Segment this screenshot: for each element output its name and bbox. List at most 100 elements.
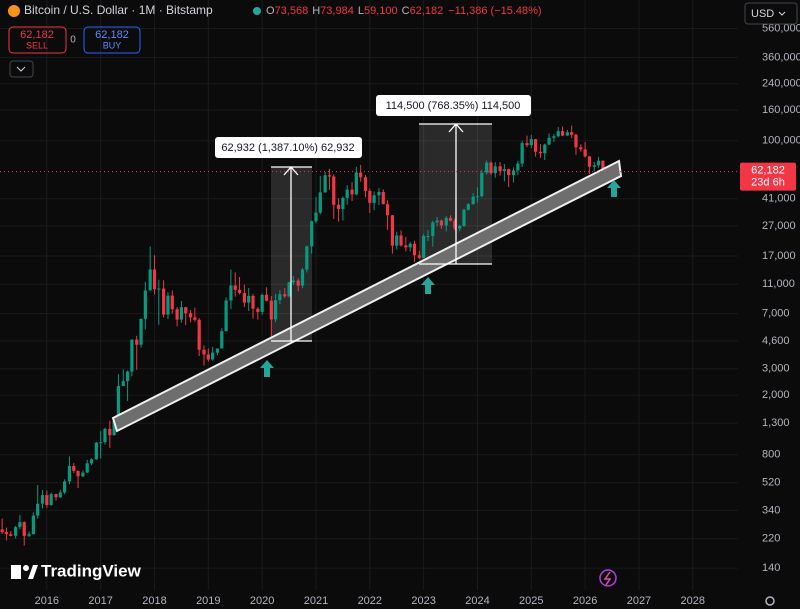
candle-body bbox=[592, 165, 596, 167]
label[interactable]: SELL bbox=[26, 40, 48, 50]
candle-body bbox=[314, 212, 318, 222]
candle-body bbox=[224, 300, 228, 332]
collapse-button[interactable] bbox=[9, 60, 34, 78]
sell-button[interactable]: 62,182 SELL bbox=[8, 26, 67, 54]
y-tick-label: 560,000 bbox=[762, 23, 800, 35]
candle-body bbox=[458, 226, 462, 229]
label: C bbox=[402, 5, 410, 17]
candle-body bbox=[220, 331, 224, 349]
candle-body bbox=[359, 172, 363, 178]
candle-body bbox=[269, 300, 273, 320]
candle-body bbox=[435, 220, 439, 223]
candle-body bbox=[233, 285, 237, 290]
event-icon-bolt[interactable] bbox=[603, 571, 612, 586]
candle-body bbox=[166, 295, 170, 315]
candle-body bbox=[556, 131, 560, 137]
x-tick-label: 2020 bbox=[250, 595, 274, 607]
candle-body bbox=[318, 192, 322, 213]
candle-body bbox=[422, 236, 426, 258]
annotation: 114,500 (768.35%) 114,500 bbox=[386, 100, 521, 112]
candle-body bbox=[72, 465, 76, 471]
y-tick-label: 520 bbox=[762, 477, 780, 489]
candle-body bbox=[125, 371, 130, 382]
value: 59,100 bbox=[364, 5, 398, 17]
x-tick-label: 2019 bbox=[196, 595, 220, 607]
select-frame[interactable] bbox=[744, 2, 798, 25]
candle-body bbox=[485, 162, 489, 173]
status-dot bbox=[253, 7, 261, 15]
candle-body bbox=[251, 295, 255, 309]
candle-body bbox=[323, 175, 327, 193]
price[interactable]: 62,182 bbox=[95, 29, 129, 41]
x-tick-label: 2018 bbox=[142, 595, 166, 607]
candle-body bbox=[516, 163, 520, 171]
candle-body bbox=[22, 522, 26, 536]
candle-body bbox=[143, 290, 147, 319]
chevron[interactable] bbox=[778, 11, 786, 16]
ohlc: O73,568 H73,984 L59,100 C62,182 −11,386 (−15… bbox=[266, 5, 542, 17]
candle-body bbox=[350, 189, 354, 195]
label[interactable]: BUY bbox=[103, 40, 122, 50]
symbol: Bitcoin / U.S. Dollar · 1M · Bitstamp bbox=[24, 3, 213, 17]
candle-body bbox=[296, 280, 300, 286]
y-tick-label: 100,000 bbox=[762, 135, 800, 147]
price[interactable]: 62,182 bbox=[20, 29, 54, 41]
candle-body bbox=[601, 160, 605, 172]
candle-body bbox=[206, 354, 210, 360]
candle-body bbox=[345, 189, 349, 198]
candle-body bbox=[305, 246, 309, 270]
candle-body bbox=[399, 235, 403, 246]
candle-body bbox=[45, 495, 49, 506]
countdown: 23d 6h bbox=[751, 177, 785, 189]
candle-body bbox=[157, 288, 161, 290]
y-tick-label: 11,000 bbox=[762, 278, 795, 290]
button-frame[interactable] bbox=[83, 26, 141, 54]
candle-body bbox=[49, 494, 53, 506]
logo-mark bbox=[11, 565, 21, 579]
candle-body bbox=[426, 236, 430, 238]
candle-body bbox=[40, 495, 45, 504]
candle-body bbox=[565, 132, 569, 136]
y-tick-label: 2,000 bbox=[762, 389, 790, 401]
chevron[interactable] bbox=[16, 66, 26, 72]
label: L bbox=[358, 5, 364, 17]
candle-body bbox=[417, 255, 421, 258]
candle-body bbox=[547, 137, 551, 145]
candle-body bbox=[368, 190, 372, 203]
button-frame[interactable] bbox=[9, 60, 34, 78]
annotation-box bbox=[376, 95, 531, 116]
currency-select[interactable]: USD bbox=[744, 2, 798, 25]
buy-button[interactable]: 62,182 BUY bbox=[83, 26, 141, 54]
y-tick-label: 7,000 bbox=[762, 308, 790, 320]
event-icon[interactable] bbox=[599, 569, 617, 587]
candle-body bbox=[14, 527, 18, 536]
candle-body bbox=[529, 139, 533, 146]
candle-body bbox=[439, 220, 444, 226]
y-tick-label: 17,000 bbox=[762, 250, 796, 262]
candle-body bbox=[574, 134, 578, 148]
settings-icon[interactable] bbox=[765, 596, 775, 606]
candle-body bbox=[67, 465, 72, 482]
candle-body bbox=[135, 339, 139, 345]
candle-body bbox=[62, 481, 67, 493]
candle-body bbox=[112, 420, 116, 436]
candle-body bbox=[291, 280, 295, 283]
candle-body bbox=[36, 503, 40, 516]
candle-body bbox=[81, 472, 85, 477]
candle-body bbox=[570, 132, 574, 135]
candle-body bbox=[310, 221, 314, 247]
candle-body bbox=[534, 139, 538, 152]
button-frame[interactable] bbox=[8, 26, 67, 54]
candle-body bbox=[76, 470, 80, 477]
candle-body bbox=[453, 220, 457, 229]
candle-body bbox=[404, 245, 408, 248]
currency[interactable]: USD bbox=[751, 8, 774, 20]
y-tick-label: 4,600 bbox=[762, 335, 790, 347]
change: −11,386 (−15.48%) bbox=[448, 5, 541, 17]
candle-body bbox=[408, 243, 412, 248]
candle-body bbox=[202, 349, 206, 355]
candle-body bbox=[327, 175, 332, 177]
candle-body bbox=[148, 269, 152, 291]
